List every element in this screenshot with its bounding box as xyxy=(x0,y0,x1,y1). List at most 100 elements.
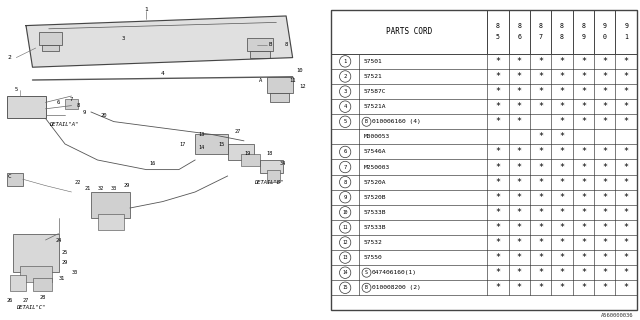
Text: *: * xyxy=(581,268,586,277)
Text: 33: 33 xyxy=(111,186,117,191)
Text: *: * xyxy=(623,208,628,217)
Text: *: * xyxy=(516,283,522,292)
Bar xyxy=(33,278,52,291)
Text: 6: 6 xyxy=(344,149,347,155)
Text: *: * xyxy=(623,238,628,247)
Text: 57521: 57521 xyxy=(364,74,382,79)
Text: *: * xyxy=(581,193,586,202)
Text: *: * xyxy=(495,283,500,292)
Text: 57550: 57550 xyxy=(364,255,382,260)
Text: *: * xyxy=(516,163,522,172)
Text: 20: 20 xyxy=(100,113,108,118)
Text: 2: 2 xyxy=(344,74,347,79)
Text: *: * xyxy=(559,283,564,292)
Text: *: * xyxy=(559,87,564,96)
Text: *: * xyxy=(581,178,586,187)
Text: *: * xyxy=(602,72,607,81)
Text: *: * xyxy=(602,193,607,202)
Text: 17: 17 xyxy=(179,141,185,147)
Bar xyxy=(19,266,52,282)
Text: 57533B: 57533B xyxy=(364,225,386,230)
Text: *: * xyxy=(538,57,543,66)
Text: *: * xyxy=(602,102,607,111)
Text: *: * xyxy=(538,223,543,232)
Text: *: * xyxy=(623,57,628,66)
Text: *: * xyxy=(538,87,543,96)
Text: *: * xyxy=(495,178,500,187)
Text: 4: 4 xyxy=(344,104,347,109)
Text: *: * xyxy=(581,223,586,232)
Bar xyxy=(241,154,260,166)
Text: *: * xyxy=(623,117,628,126)
Text: *: * xyxy=(559,102,564,111)
Text: *: * xyxy=(623,193,628,202)
Text: 28: 28 xyxy=(39,295,45,300)
Text: 9: 9 xyxy=(581,34,586,40)
Bar xyxy=(267,170,280,182)
Text: *: * xyxy=(581,57,586,66)
Text: *: * xyxy=(538,178,543,187)
Text: *: * xyxy=(602,87,607,96)
Text: *: * xyxy=(538,163,543,172)
Text: *: * xyxy=(538,238,543,247)
Text: *: * xyxy=(538,208,543,217)
Text: *: * xyxy=(623,223,628,232)
Text: *: * xyxy=(559,193,564,202)
Text: 9: 9 xyxy=(624,23,628,29)
Text: *: * xyxy=(495,208,500,217)
Text: 6: 6 xyxy=(57,100,60,105)
Text: *: * xyxy=(602,57,607,66)
Text: 30: 30 xyxy=(72,269,78,275)
Text: 8: 8 xyxy=(560,34,564,40)
Bar xyxy=(6,173,23,186)
Text: *: * xyxy=(581,283,586,292)
Text: 7: 7 xyxy=(344,164,347,170)
Text: *: * xyxy=(516,223,522,232)
Text: *: * xyxy=(495,57,500,66)
Text: *: * xyxy=(623,87,628,96)
Text: *: * xyxy=(516,238,522,247)
Text: 010008200 (2): 010008200 (2) xyxy=(372,285,420,290)
Text: *: * xyxy=(559,208,564,217)
Text: M000053: M000053 xyxy=(364,134,390,139)
Text: 29: 29 xyxy=(124,183,130,188)
Text: *: * xyxy=(602,223,607,232)
Text: *: * xyxy=(538,132,543,141)
Text: *: * xyxy=(559,72,564,81)
Text: *: * xyxy=(516,268,522,277)
Text: *: * xyxy=(602,148,607,156)
Text: *: * xyxy=(602,268,607,277)
Text: *: * xyxy=(495,102,500,111)
Text: 34: 34 xyxy=(280,161,286,166)
Text: 5: 5 xyxy=(344,119,347,124)
Text: 1: 1 xyxy=(624,34,628,40)
Bar xyxy=(6,96,45,118)
Text: PARTS CORD: PARTS CORD xyxy=(386,27,433,36)
Text: 14: 14 xyxy=(342,270,348,275)
Text: 2: 2 xyxy=(8,55,12,60)
Text: 0: 0 xyxy=(603,34,607,40)
Text: *: * xyxy=(495,238,500,247)
Text: 7: 7 xyxy=(70,97,73,102)
Text: *: * xyxy=(516,102,522,111)
Text: *: * xyxy=(538,268,543,277)
Text: 57520A: 57520A xyxy=(364,180,386,185)
Bar xyxy=(195,134,228,154)
Text: *: * xyxy=(495,117,500,126)
Text: *: * xyxy=(516,87,522,96)
Text: 8: 8 xyxy=(344,180,347,185)
Text: 8: 8 xyxy=(539,23,543,29)
Polygon shape xyxy=(26,16,292,67)
Text: 57546A: 57546A xyxy=(364,149,386,155)
Text: 6: 6 xyxy=(517,34,521,40)
Bar xyxy=(91,192,130,218)
Text: *: * xyxy=(602,117,607,126)
Text: 15: 15 xyxy=(218,141,224,147)
Text: 047406160(1): 047406160(1) xyxy=(372,270,417,275)
Text: *: * xyxy=(495,253,500,262)
Bar xyxy=(10,275,26,291)
Text: *: * xyxy=(581,87,586,96)
Text: 11: 11 xyxy=(342,225,348,230)
Text: 8: 8 xyxy=(581,23,586,29)
Text: *: * xyxy=(516,117,522,126)
